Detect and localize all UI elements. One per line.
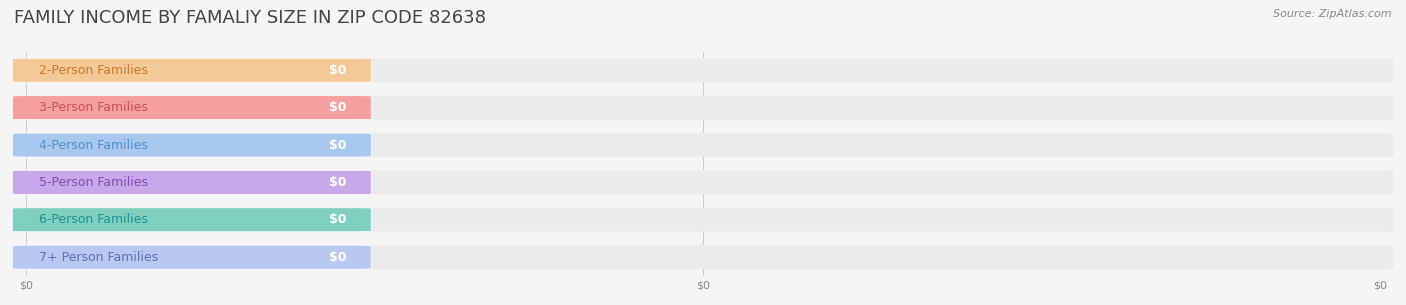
FancyBboxPatch shape (13, 96, 371, 120)
Text: $0: $0 (329, 64, 347, 77)
Text: $0: $0 (329, 101, 347, 114)
Text: Source: ZipAtlas.com: Source: ZipAtlas.com (1274, 9, 1392, 19)
FancyBboxPatch shape (13, 170, 371, 194)
FancyBboxPatch shape (13, 170, 1393, 194)
FancyBboxPatch shape (13, 208, 371, 232)
Text: 2-Person Families: 2-Person Families (39, 64, 148, 77)
FancyBboxPatch shape (13, 58, 1393, 82)
FancyBboxPatch shape (13, 245, 1393, 269)
FancyBboxPatch shape (13, 133, 1393, 157)
Text: 5-Person Families: 5-Person Families (39, 176, 149, 189)
Text: $0: $0 (329, 138, 347, 152)
FancyBboxPatch shape (13, 96, 1393, 120)
Text: 6-Person Families: 6-Person Families (39, 213, 148, 226)
Text: $0: $0 (329, 251, 347, 264)
Text: FAMILY INCOME BY FAMALIY SIZE IN ZIP CODE 82638: FAMILY INCOME BY FAMALIY SIZE IN ZIP COD… (14, 9, 486, 27)
Text: 3-Person Families: 3-Person Families (39, 101, 148, 114)
FancyBboxPatch shape (13, 245, 371, 269)
FancyBboxPatch shape (13, 58, 371, 82)
FancyBboxPatch shape (13, 208, 1393, 232)
Text: 4-Person Families: 4-Person Families (39, 138, 148, 152)
Text: 7+ Person Families: 7+ Person Families (39, 251, 159, 264)
Text: $0: $0 (329, 213, 347, 226)
Text: $0: $0 (329, 176, 347, 189)
FancyBboxPatch shape (13, 133, 371, 157)
